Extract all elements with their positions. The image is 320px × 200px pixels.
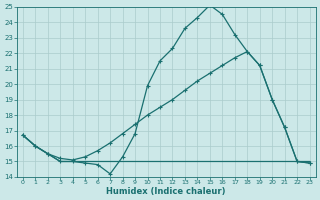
X-axis label: Humidex (Indice chaleur): Humidex (Indice chaleur) bbox=[107, 187, 226, 196]
